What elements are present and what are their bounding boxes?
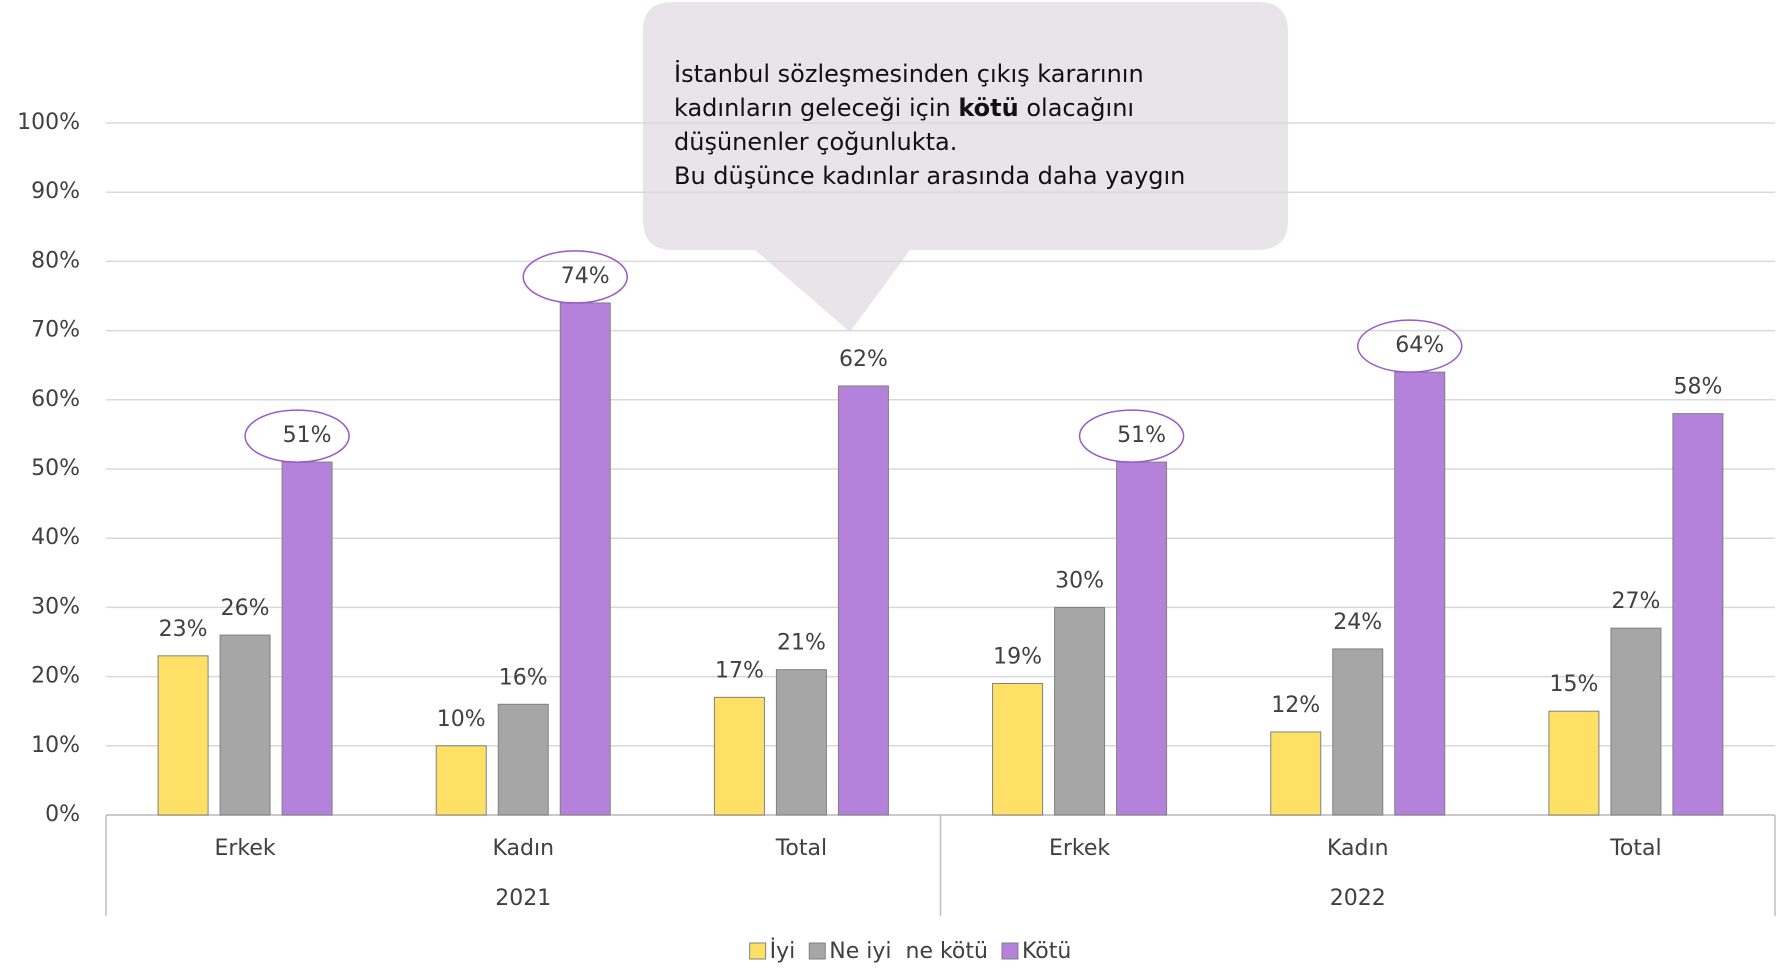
value-label: 15% — [1549, 672, 1598, 697]
value-label: 62% — [839, 347, 888, 372]
value-label: 24% — [1333, 610, 1382, 635]
bar — [1548, 710, 1600, 816]
y-tick-label: 40% — [31, 525, 80, 550]
y-tick-label: 100% — [17, 110, 80, 135]
bar — [435, 745, 487, 816]
x-tick-label: Erkek — [1049, 836, 1110, 861]
annotation-line: Bu düşünce kadınlar arasında daha yaygın — [674, 162, 1185, 190]
value-label: 12% — [1271, 693, 1320, 718]
annotation-line: düşünenler çoğunlukta. — [674, 128, 957, 156]
bar — [157, 655, 209, 816]
legend-swatch — [749, 942, 767, 960]
value-label: 19% — [993, 645, 1042, 670]
x-tick-label: Kadın — [1327, 836, 1389, 861]
value-label: 27% — [1611, 589, 1660, 614]
bar — [1054, 606, 1106, 816]
value-label: 30% — [1055, 568, 1104, 593]
y-tick-label: 10% — [31, 733, 80, 758]
x-tick-label: Total — [1609, 836, 1661, 861]
value-label: 16% — [499, 665, 548, 690]
highlight-ellipse — [244, 409, 350, 463]
bar — [1116, 461, 1168, 816]
x-tick-label: Total — [775, 836, 827, 861]
highlight-ellipse — [522, 250, 628, 304]
highlight-ellipse — [1357, 319, 1463, 373]
value-label: 21% — [777, 631, 826, 656]
value-label: 23% — [159, 617, 208, 642]
annotation-text: olacağını — [1019, 94, 1134, 122]
bar — [281, 461, 333, 816]
y-tick-label: 60% — [31, 387, 80, 412]
value-label: 64% — [1395, 333, 1444, 358]
highlight-ellipse — [1078, 409, 1185, 463]
value-label: 58% — [1673, 375, 1722, 400]
legend-swatch — [808, 942, 826, 960]
bar — [713, 696, 765, 816]
y-tick-label: 0% — [45, 802, 80, 827]
bar — [219, 634, 271, 816]
y-tick-label: 70% — [31, 318, 80, 343]
x-tick-label: Erkek — [214, 836, 275, 861]
annotation-line: İstanbul sözleşmesinden çıkış kararının — [674, 59, 1144, 88]
y-tick-label: 30% — [31, 594, 80, 619]
y-tick-label: 90% — [31, 179, 80, 204]
group-label: 2021 — [495, 886, 551, 911]
bar — [1610, 627, 1662, 816]
legend-label: Ne iyi ne kötü — [829, 939, 988, 964]
bar — [497, 703, 549, 816]
value-label: 74% — [561, 264, 610, 289]
bar — [1394, 371, 1446, 816]
annotation-line: kadınların geleceği için kötü olacağını — [674, 94, 1134, 122]
legend-label: Kötü — [1022, 939, 1071, 964]
annotation-text: kadınların geleceği için — [674, 94, 958, 122]
value-label: 26% — [221, 596, 270, 621]
value-label: 51% — [1117, 423, 1166, 448]
bar — [1270, 731, 1322, 816]
group-label: 2022 — [1330, 886, 1386, 911]
callout — [643, 2, 1288, 332]
value-label: 10% — [437, 707, 486, 732]
value-label: 17% — [715, 658, 764, 683]
y-tick-label: 80% — [31, 248, 80, 273]
bar — [992, 683, 1044, 816]
y-tick-label: 50% — [31, 456, 80, 481]
bar — [1332, 648, 1384, 816]
annotation-text: kötü — [958, 94, 1018, 122]
legend-label: İyi — [770, 938, 796, 964]
bar — [837, 385, 889, 816]
y-tick-label: 20% — [31, 664, 80, 689]
legend-swatch — [1001, 942, 1019, 960]
bar — [775, 669, 827, 816]
bar — [1672, 413, 1724, 816]
value-label: 51% — [283, 423, 332, 448]
x-tick-label: Kadın — [492, 836, 554, 861]
bar — [559, 302, 611, 816]
